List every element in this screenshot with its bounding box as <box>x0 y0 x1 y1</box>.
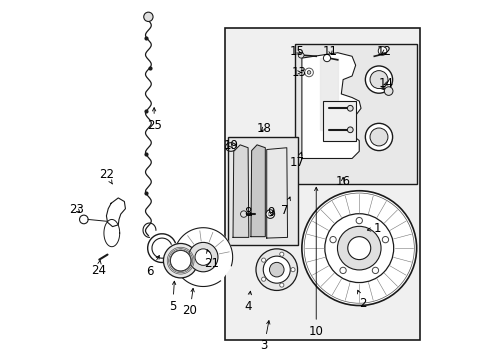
Text: 25: 25 <box>146 108 161 132</box>
Polygon shape <box>106 198 125 226</box>
Circle shape <box>347 237 370 260</box>
Text: 22: 22 <box>99 168 114 184</box>
Text: 19: 19 <box>223 139 238 152</box>
Text: 10: 10 <box>308 187 323 338</box>
Circle shape <box>365 66 392 93</box>
Bar <box>224 28 419 339</box>
Circle shape <box>290 267 294 272</box>
Circle shape <box>378 46 386 55</box>
Circle shape <box>324 214 393 283</box>
Circle shape <box>329 237 336 243</box>
Text: 2: 2 <box>357 290 366 310</box>
Text: 12: 12 <box>376 45 391 58</box>
Circle shape <box>263 256 290 283</box>
Text: 9: 9 <box>267 207 275 220</box>
Circle shape <box>306 71 310 74</box>
Circle shape <box>298 52 304 58</box>
Polygon shape <box>301 53 360 158</box>
Circle shape <box>80 215 88 224</box>
Text: 15: 15 <box>289 45 305 58</box>
Bar <box>228 137 298 244</box>
Circle shape <box>261 258 265 262</box>
Bar <box>294 44 416 184</box>
Circle shape <box>195 249 211 265</box>
Circle shape <box>301 191 416 306</box>
Circle shape <box>323 54 330 62</box>
Circle shape <box>337 226 380 270</box>
Circle shape <box>143 12 153 22</box>
Circle shape <box>355 217 362 224</box>
Text: 11: 11 <box>323 45 337 58</box>
Circle shape <box>346 105 352 111</box>
Polygon shape <box>266 148 287 238</box>
Text: 8: 8 <box>244 207 251 220</box>
Circle shape <box>170 250 191 271</box>
Circle shape <box>269 262 284 277</box>
Circle shape <box>339 267 346 274</box>
Circle shape <box>188 242 218 272</box>
Text: 18: 18 <box>256 122 271 135</box>
Text: 1: 1 <box>366 222 380 235</box>
Text: 24: 24 <box>90 261 105 277</box>
Text: 5: 5 <box>169 281 176 313</box>
Circle shape <box>304 68 313 77</box>
Circle shape <box>279 283 284 287</box>
Polygon shape <box>233 145 248 237</box>
Circle shape <box>265 210 274 219</box>
Text: 4: 4 <box>244 291 251 313</box>
Text: 16: 16 <box>335 175 350 188</box>
Text: 14: 14 <box>378 77 393 90</box>
Polygon shape <box>250 145 265 237</box>
Circle shape <box>384 87 392 95</box>
Text: 3: 3 <box>260 321 269 352</box>
Circle shape <box>365 123 392 150</box>
Polygon shape <box>174 228 232 287</box>
Bar <box>323 101 355 140</box>
Circle shape <box>369 128 387 146</box>
Circle shape <box>261 277 265 281</box>
Text: 20: 20 <box>182 288 197 318</box>
Circle shape <box>346 127 352 133</box>
Circle shape <box>279 252 284 256</box>
Text: 6: 6 <box>145 256 159 278</box>
Text: 7: 7 <box>280 197 290 217</box>
Text: 17: 17 <box>289 152 305 169</box>
Circle shape <box>163 243 198 278</box>
Circle shape <box>369 71 387 89</box>
Text: 23: 23 <box>69 203 84 216</box>
Text: 13: 13 <box>291 66 306 79</box>
Text: 21: 21 <box>203 250 219 270</box>
Circle shape <box>382 237 388 243</box>
Circle shape <box>371 267 378 274</box>
Polygon shape <box>319 58 337 130</box>
Circle shape <box>255 249 297 291</box>
Circle shape <box>240 211 246 217</box>
